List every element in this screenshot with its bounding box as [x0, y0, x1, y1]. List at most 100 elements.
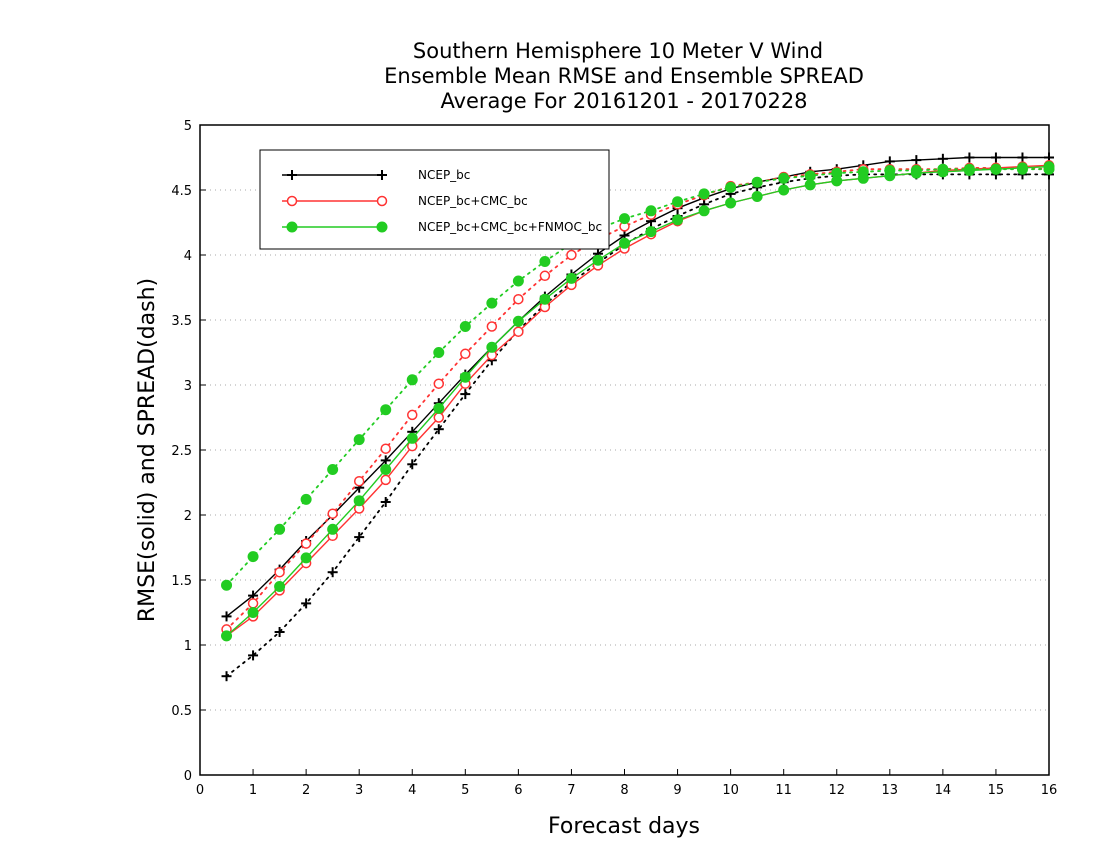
x-tick-label: 16 [1041, 783, 1058, 798]
y-tick-label: 1.5 [171, 574, 192, 589]
rmse-point [857, 172, 869, 184]
spread-point [380, 443, 391, 454]
y-tick-label: 5 [184, 119, 192, 134]
spread-point [247, 598, 259, 609]
legend-marker [287, 170, 297, 180]
x-tick-label: 10 [722, 783, 739, 798]
rmse-point [327, 523, 339, 535]
rmse-point [1017, 152, 1028, 163]
spread-point [353, 475, 365, 487]
x-tick-label: 3 [355, 783, 363, 798]
legend-marker [376, 221, 388, 233]
y-tick-label: 4.5 [171, 184, 192, 199]
spread-point [513, 293, 524, 305]
spread-point [274, 627, 285, 637]
y-tick-label: 0.5 [171, 704, 192, 719]
rmse-point [937, 166, 949, 178]
spread-point [354, 532, 365, 543]
spread-point [247, 551, 259, 563]
spread-point [460, 348, 471, 360]
rmse-point [513, 326, 524, 337]
y-tick-label: 0 [184, 769, 192, 784]
legend-entry: NCEP_bc [282, 168, 470, 182]
x-tick-label: 13 [882, 783, 899, 798]
spread-point [486, 321, 498, 332]
spread-point [566, 249, 577, 261]
spread-point [539, 270, 551, 282]
legend-label: NCEP_bc+CMC_bc+FNMOC_bc [418, 220, 602, 234]
spread-point [380, 497, 391, 507]
x-tick-label: 4 [408, 783, 416, 798]
rmse-point [698, 205, 710, 217]
x-tick-label: 0 [196, 783, 204, 798]
rmse-point [1043, 161, 1055, 173]
rmse-point [221, 611, 232, 622]
spread-point [248, 650, 259, 661]
spread-point [407, 459, 418, 470]
spread-point [804, 170, 816, 182]
rmse-point [565, 272, 577, 284]
legend-marker [376, 195, 388, 207]
spread-point [645, 205, 657, 217]
legend-label: NCEP_bc [418, 168, 470, 182]
spread-point [725, 181, 737, 193]
x-tick-label: 12 [828, 783, 845, 798]
title-line-1: Southern Hemisphere 10 Meter V Wind [413, 39, 823, 63]
rmse-point [990, 152, 1001, 163]
x-tick-label: 1 [249, 783, 257, 798]
rmse-point [778, 184, 790, 196]
rmse-point [433, 402, 445, 414]
x-tick-label: 7 [567, 783, 575, 798]
spread-point [672, 196, 684, 208]
rmse-point [964, 152, 975, 163]
series-2 [221, 161, 1055, 642]
x-tick-label: 8 [620, 783, 628, 798]
spread-point [380, 404, 392, 416]
spread-point [698, 188, 710, 200]
spread-point [512, 275, 524, 287]
rmse-point [459, 371, 471, 383]
spread-point [327, 508, 338, 519]
legend: NCEP_bc NCEP_bc+CMC_bc NCEP_bc+CMC_bc+FNMO… [259, 149, 610, 250]
spread-point [433, 378, 445, 389]
rmse-point [619, 237, 630, 249]
spread-point [274, 523, 286, 535]
y-tick-label: 2 [184, 509, 192, 524]
spread-point [221, 671, 232, 682]
rmse-point [512, 315, 524, 327]
x-axis-label: Forecast days [548, 814, 700, 839]
grid-lines [200, 189, 1049, 711]
spread-point [301, 598, 312, 609]
x-tick-label: 9 [673, 783, 681, 798]
rmse-point [910, 167, 922, 179]
rmse-point [353, 495, 365, 507]
rmse-point [990, 163, 1002, 175]
x-tick-label: 14 [935, 783, 952, 798]
rmse-point [433, 412, 445, 423]
spread-point [778, 172, 790, 184]
x-tick-label: 2 [302, 783, 310, 798]
legend-label: NCEP_bc+CMC_bc [418, 194, 528, 208]
rmse-point [300, 552, 312, 564]
rmse-point [247, 607, 259, 618]
chart-title: Southern Hemisphere 10 Meter V Wind Ense… [384, 39, 864, 113]
rmse-point [1016, 162, 1028, 174]
rmse-point [380, 464, 392, 475]
legend-box [259, 149, 610, 250]
title-line-3: Average For 20161201 - 20170228 [440, 89, 807, 113]
spread-point [221, 579, 233, 591]
spread-point [433, 347, 445, 358]
rmse-point [380, 455, 391, 466]
spread-point [539, 256, 551, 267]
legend-marker [286, 195, 298, 207]
y-tick-label: 1 [184, 639, 192, 654]
spread-point [751, 176, 763, 188]
title-line-2: Ensemble Mean RMSE and Ensemble SPREAD [384, 64, 864, 88]
rmse-point [380, 474, 391, 486]
rmse-point [911, 155, 922, 166]
spread-line [225, 173, 1050, 678]
legend-entry: NCEP_bc+CMC_bc+FNMOC_bc [282, 220, 602, 234]
y-tick-label: 3.5 [171, 314, 192, 329]
rmse-point [804, 179, 816, 191]
